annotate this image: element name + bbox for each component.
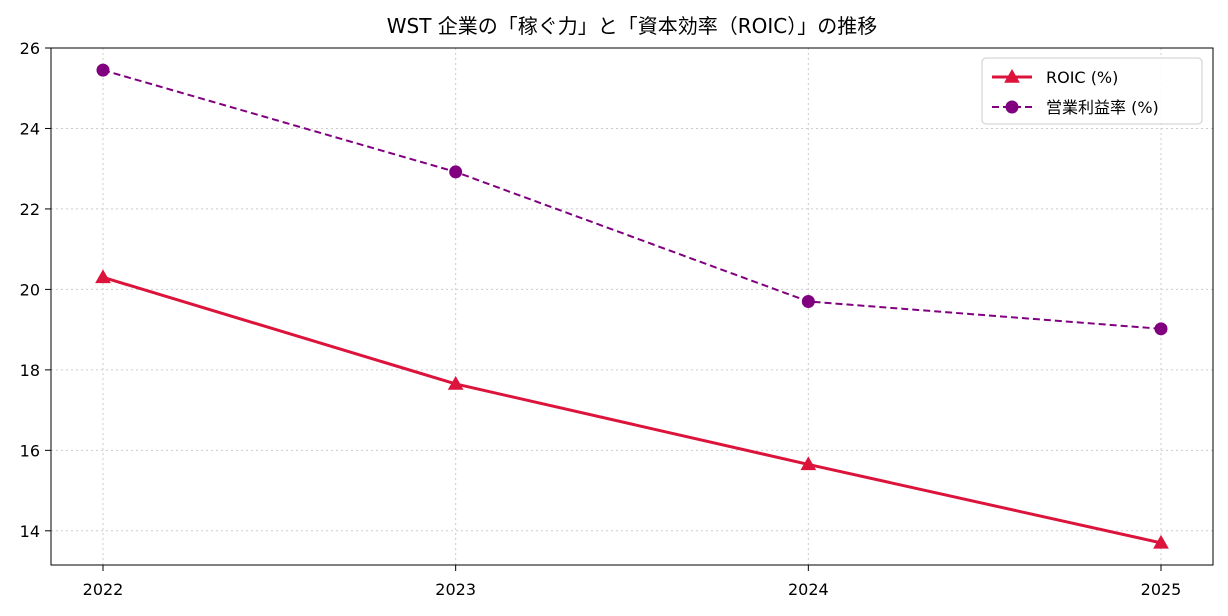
y-tick-label: 14 (20, 522, 40, 541)
chart-title: WST 企業の「稼ぐ力」と「資本効率（ROIC）」の推移 (387, 14, 878, 38)
data-point (96, 63, 110, 77)
data-point (447, 375, 464, 390)
legend-item: ROIC (%) (992, 68, 1118, 87)
legend-label: ROIC (%) (1046, 68, 1118, 87)
series-line (102, 69, 1162, 330)
legend-marker (1005, 100, 1019, 114)
x-tick-label: 2022 (83, 580, 124, 599)
data-point (1154, 322, 1168, 336)
series-line (102, 275, 1162, 545)
y-tick-label: 24 (20, 119, 40, 138)
plot-frame (50, 47, 1214, 566)
y-tick-label: 16 (20, 441, 40, 460)
y-tick-label: 18 (20, 361, 40, 380)
data-point (1153, 534, 1169, 549)
legend-marker (1004, 68, 1020, 83)
data-point (801, 294, 815, 308)
series (95, 63, 1169, 549)
y-tick-label: 20 (20, 280, 40, 299)
data-point (449, 165, 463, 179)
legend: ROIC (%) 営業利益率 (%) (981, 57, 1203, 125)
x-tick-label: 2024 (788, 580, 829, 599)
series-2 (96, 63, 1168, 336)
x-tick-label: 2025 (1141, 580, 1182, 599)
legend-item: 営業利益率 (%) (992, 98, 1159, 117)
x-tick-label: 2023 (435, 580, 476, 599)
data-point (95, 269, 111, 284)
grid (51, 47, 1213, 565)
legend-box (981, 57, 1203, 125)
series-1 (95, 269, 1169, 549)
y-tick-label: 26 (20, 39, 40, 58)
data-point (800, 456, 817, 471)
legend-label: 営業利益率 (%) (1046, 98, 1159, 117)
y-tick-label: 22 (20, 200, 40, 219)
